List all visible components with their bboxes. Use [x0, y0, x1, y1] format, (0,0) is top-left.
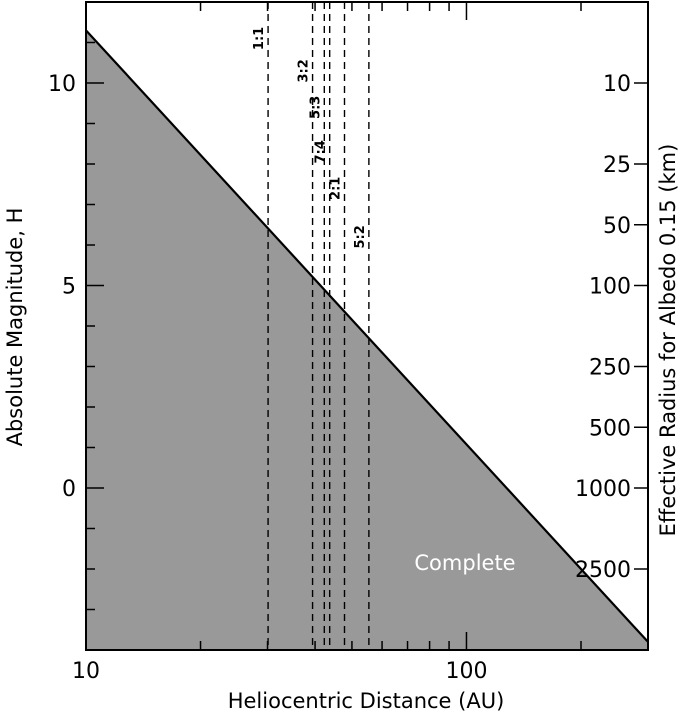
- y2-tick-label: 250: [589, 356, 631, 381]
- y-tick-label: 10: [48, 72, 76, 97]
- y-tick-label: 5: [62, 275, 76, 300]
- x-tick-label: 10: [72, 659, 100, 684]
- x-axis-ticks: 10 100: [72, 2, 649, 684]
- resonance-label: 7:4: [314, 140, 329, 163]
- y2-tick-label: 500: [589, 416, 631, 441]
- resonance-label: 3:2: [297, 59, 312, 82]
- y-tick-label: 0: [62, 477, 76, 502]
- y2-tick-label: 25: [603, 153, 631, 178]
- completeness-line: [85, 29, 649, 643]
- complete-region-fill: [86, 30, 648, 651]
- complete-region-label: Complete: [414, 551, 515, 575]
- x-tick-label: 100: [445, 659, 487, 684]
- resonance-label: 1:1: [252, 27, 267, 50]
- y2-tick-label: 2500: [575, 558, 631, 583]
- x-axis-title: Heliocentric Distance (AU): [228, 689, 505, 713]
- y2-axis-title: Effective Radius for Albedo 0.15 (km): [656, 144, 680, 537]
- y2-tick-label: 50: [603, 214, 631, 239]
- y-axis-ticks: 0 5 10: [48, 1, 104, 651]
- y2-tick-label: 100: [589, 275, 631, 300]
- resonance-label: 5:2: [353, 225, 368, 248]
- y2-axis-ticks: 10 25 50 100 250 500 1000 2500: [575, 72, 648, 583]
- resonance-lines: 1:1 3:2 5:3 7:42:1 5:2: [252, 2, 370, 650]
- resonance-label: 2:1: [329, 177, 344, 200]
- resonance-label: 5:3: [308, 96, 323, 119]
- y-axis-title: Absolute Magnitude, H: [3, 208, 27, 447]
- y2-tick-label: 10: [603, 72, 631, 97]
- y2-tick-label: 1000: [575, 477, 631, 502]
- plot-frame: [85, 1, 649, 651]
